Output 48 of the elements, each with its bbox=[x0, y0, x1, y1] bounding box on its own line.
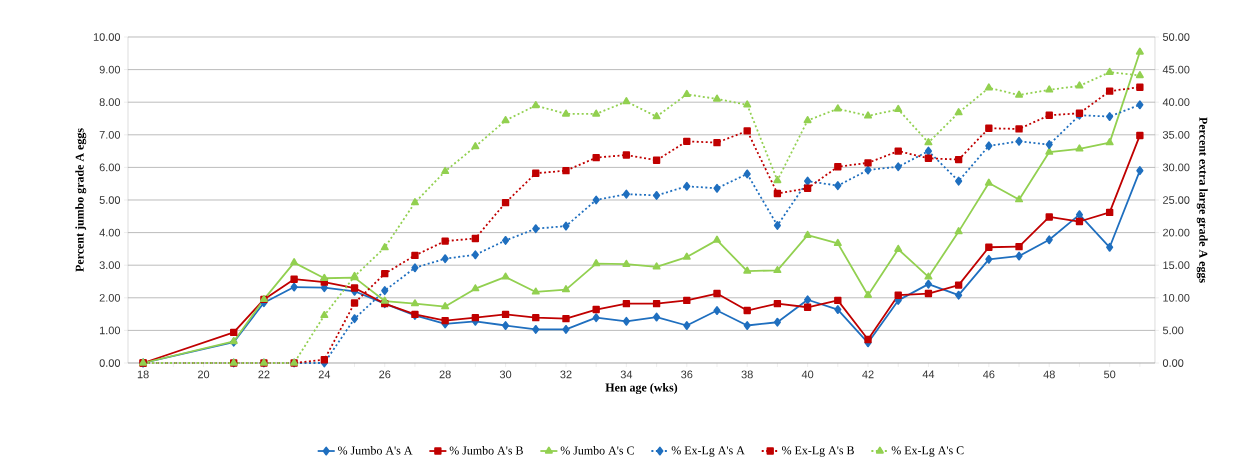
y-tick-label: 10.00 bbox=[93, 33, 121, 41]
y-tick-label: 2.00 bbox=[99, 293, 121, 302]
y2-tick-label: 25.00 bbox=[1163, 196, 1190, 204]
y2-tick-label: 45.00 bbox=[1162, 65, 1190, 74]
x-tick-label: 32 bbox=[560, 370, 572, 379]
y-tick-label: 8.00 bbox=[99, 98, 121, 107]
y-tick-label: 9.00 bbox=[99, 65, 121, 74]
legend-label: % Jumbo A's B bbox=[449, 446, 523, 455]
x-tick-label: 20 bbox=[197, 370, 210, 379]
y-axis-title: Percent jumbo grade A eggs bbox=[75, 128, 87, 272]
y2-tick-label: 0.00 bbox=[1162, 359, 1184, 367]
x-tick-label: 18 bbox=[137, 370, 149, 379]
y-tick-label: 7.00 bbox=[99, 130, 121, 139]
y-tick-label: 4.00 bbox=[99, 228, 121, 237]
x-tick-label: 48 bbox=[1043, 370, 1055, 379]
legend-label: % Ex-Lg A's A bbox=[671, 446, 745, 457]
y-tick-label: 5.00 bbox=[99, 196, 121, 204]
y-tick-label: 6.00 bbox=[99, 163, 121, 172]
x-tick-label: 22 bbox=[258, 370, 270, 379]
x-axis-title: Hen age (wks) bbox=[605, 383, 678, 395]
y2-tick-label: 35.00 bbox=[1162, 130, 1190, 139]
x-tick-label: 42 bbox=[862, 370, 874, 379]
x-tick-label: 38 bbox=[741, 370, 753, 379]
y2-tick-label: 15.00 bbox=[1163, 261, 1190, 270]
x-tick-label: 34 bbox=[620, 370, 633, 379]
x-tick-label: 46 bbox=[982, 370, 995, 379]
x-tick-label: 26 bbox=[379, 370, 391, 379]
x-tick-label: 50 bbox=[1104, 370, 1116, 379]
x-tick-label: 44 bbox=[922, 370, 935, 379]
y2-tick-label: 40.00 bbox=[1162, 98, 1190, 107]
y-tick-label: 0.00 bbox=[99, 359, 121, 367]
y2-tick-label: 50.00 bbox=[1162, 33, 1190, 41]
y2-axis-title: Percent extra large grade A eggs bbox=[1196, 117, 1208, 283]
x-tick-label: 36 bbox=[681, 370, 693, 379]
y-tick-label: 3.00 bbox=[99, 261, 121, 270]
legend-label: % Jumbo A's C bbox=[560, 446, 634, 455]
y-tick-label: 1.00 bbox=[99, 326, 121, 335]
y2-tick-label: 5.00 bbox=[1162, 326, 1184, 335]
y2-tick-label: 30.00 bbox=[1162, 163, 1190, 172]
y2-tick-label: 10.00 bbox=[1163, 293, 1190, 302]
x-tick-label: 40 bbox=[801, 370, 814, 379]
legend-label: % Ex-Lg A's C bbox=[891, 446, 964, 457]
x-tick-label: 24 bbox=[318, 370, 331, 379]
y2-tick-label: 20.00 bbox=[1163, 228, 1190, 237]
legend-label: % Jumbo A's A bbox=[338, 446, 413, 455]
x-tick-label: 28 bbox=[439, 370, 451, 379]
legend-label: % Ex-Lg A's B bbox=[782, 446, 854, 457]
x-tick-label: 30 bbox=[499, 370, 512, 379]
